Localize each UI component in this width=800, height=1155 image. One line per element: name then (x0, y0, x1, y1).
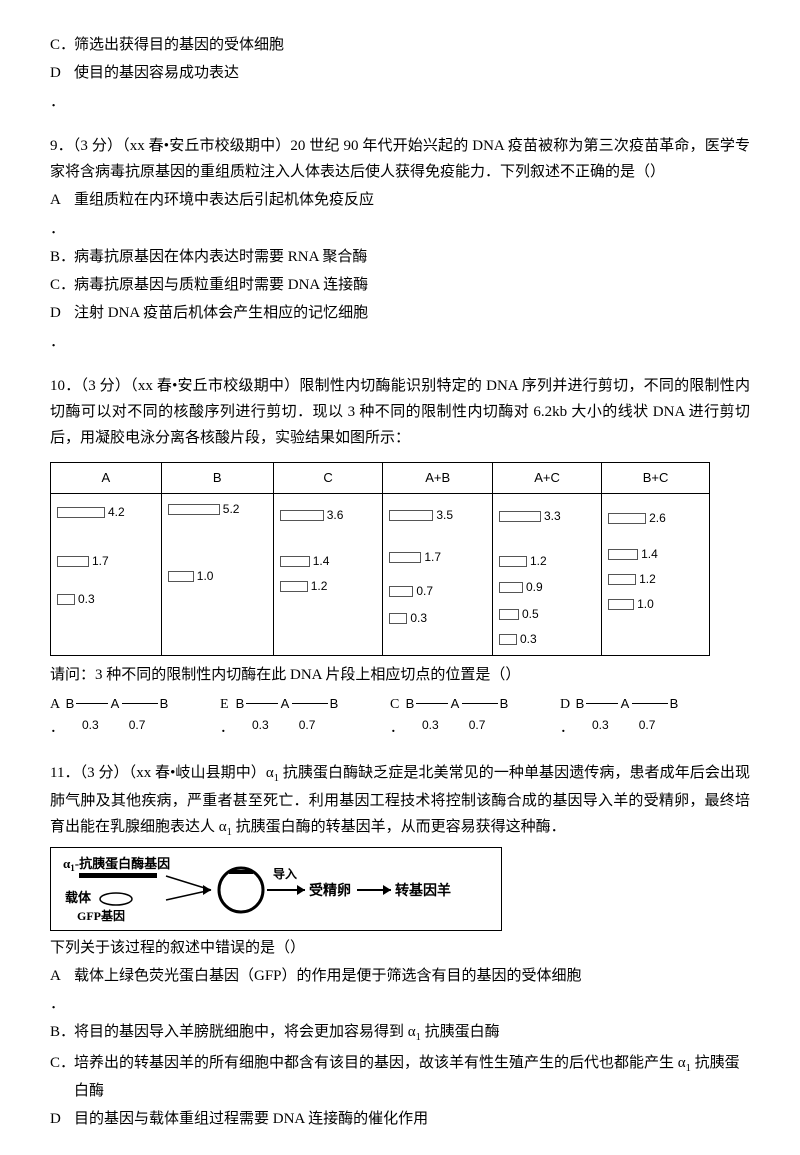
gel-band: 1.4 (608, 544, 703, 565)
gel-lane-bc: 2.6 1.4 1.2 1.0 (602, 494, 710, 656)
q11-option-c: C． 培养出的转基因羊的所有细胞中都含有该目的基因，故该羊有性生殖产生的后代也都… (50, 1050, 750, 1105)
gel-band: 3.3 (499, 506, 595, 527)
svg-text:导入: 导入 (273, 866, 297, 881)
gel-header: B (161, 462, 273, 494)
option-letter: C． (50, 1050, 74, 1105)
q11-option-d: D 目的基因与载体重组过程需要 DNA 连接酶的催化作用 (50, 1106, 750, 1132)
q8-option-d: D 使目的基因容易成功表达 (50, 60, 750, 86)
option-text: 目的基因与载体重组过程需要 DNA 连接酶的催化作用 (74, 1106, 750, 1132)
gel-band: 0.5 (499, 604, 595, 625)
q10-ans-1: E． B A B 0.3 0.7 (220, 693, 390, 742)
svg-text:转基因羊: 转基因羊 (395, 882, 451, 899)
option-text: 使目的基因容易成功表达 (74, 60, 750, 86)
trailing-dot: ． (50, 991, 750, 1017)
option-letter: D (50, 60, 74, 86)
gel-table: A B C A+B A+C B+C 4.2 1.7 0.3 5.2 1.0 3.6 1.… (50, 462, 710, 657)
intro-text: 11．（3 分）（xx 春•岐山县期中）α (50, 765, 274, 781)
option-letter: A (50, 963, 74, 989)
q10-question: 请问：3 种不同的限制性内切酶在此 DNA 片段上相应切点的位置是（） (50, 662, 750, 688)
option-letter: C． (50, 272, 74, 298)
q11-option-b: B． 将目的基因导入羊膀胱细胞中，将会更加容易得到 α1 抗胰蛋白酶 (50, 1019, 750, 1047)
option-text: 注射 DNA 疫苗后机体会产生相应的记忆细胞 (74, 300, 750, 326)
option-text-pre: 将目的基因导入羊膀胱细胞中，将会更加容易得到 α (74, 1024, 416, 1040)
gel-band: 3.6 (280, 505, 377, 526)
svg-text:α1-抗胰蛋白酶基因: α1-抗胰蛋白酶基因 (63, 856, 170, 873)
gel-band: 1.0 (168, 566, 267, 587)
gel-band: 4.2 (57, 502, 155, 523)
gel-lane-ac: 3.3 1.2 0.9 0.5 0.3 (493, 494, 602, 656)
trailing-dot: ． (50, 89, 750, 115)
q11-question: 下列关于该过程的叙述中错误的是（） (50, 935, 750, 961)
gel-header: B+C (602, 462, 710, 494)
option-text: 病毒抗原基因与质粒重组时需要 DNA 连接酶 (74, 272, 750, 298)
gel-band: 0.3 (389, 608, 486, 629)
q10-ans-3: D． B A B 0.3 0.7 (560, 693, 730, 742)
option-text: 载体上绿色荧光蛋白基因（GFP）的作用是便于筛选含有目的基因的受体细胞 (74, 963, 750, 989)
q9-intro: 9．（3 分）（xx 春•安丘市校级期中）20 世纪 90 年代开始兴起的 DN… (50, 133, 750, 186)
q9-option-d: D 注射 DNA 疫苗后机体会产生相应的记忆细胞 (50, 300, 750, 326)
q9-option-b: B． 病毒抗原基因在体内表达时需要 RNA 聚合酶 (50, 244, 750, 270)
option-text: 将目的基因导入羊膀胱细胞中，将会更加容易得到 α1 抗胰蛋白酶 (74, 1019, 750, 1047)
svg-text:载体: 载体 (65, 890, 92, 905)
q11-intro: 11．（3 分）（xx 春•岐山县期中）α1 抗胰蛋白酶缺乏症是北美常见的一种单… (50, 760, 750, 843)
gel-band: 0.3 (57, 589, 155, 610)
gel-lane-a: 4.2 1.7 0.3 (51, 494, 162, 656)
gel-band: 1.2 (608, 569, 703, 590)
gel-band: 1.0 (608, 594, 703, 615)
q9-option-c: C． 病毒抗原基因与质粒重组时需要 DNA 连接酶 (50, 272, 750, 298)
gel-band: 3.5 (389, 505, 486, 526)
option-letter: D (50, 1106, 74, 1132)
option-text-pre: 培养出的转基因羊的所有细胞中都含有该目的基因，故该羊有性生殖产生的后代也都能产生… (74, 1055, 686, 1071)
gel-band: 2.6 (608, 508, 703, 529)
gel-band: 1.2 (280, 576, 377, 597)
svg-text:受精卵: 受精卵 (309, 882, 351, 899)
option-text: 重组质粒在内环境中表达后引起机体免疫反应 (74, 187, 750, 213)
trailing-dot: ． (50, 216, 750, 242)
gel-header: A (51, 462, 162, 494)
option-text-post: 抗胰蛋白酶 (421, 1024, 500, 1040)
gel-band: 1.4 (280, 551, 377, 572)
q10-answer-options: A． B A B 0.3 0.7 E． B A B (50, 693, 730, 742)
gel-lane-ab: 3.5 1.7 0.7 0.3 (383, 494, 493, 656)
svg-text:GFP基因: GFP基因 (77, 908, 125, 923)
option-letter: D (50, 300, 74, 326)
q10-intro: 10．（3 分）（xx 春•安丘市校级期中）限制性内切酶能识别特定的 DNA 序… (50, 373, 750, 452)
gel-band: 1.2 (499, 551, 595, 572)
gel-band: 0.9 (499, 577, 595, 598)
gel-header: A+B (383, 462, 493, 494)
gel-band: 1.7 (389, 547, 486, 568)
q11-diagram: α1-抗胰蛋白酶基因 载体 GFP基因 导入 受精卵 转基因羊 (50, 847, 502, 931)
gel-lane-b: 5.2 1.0 (161, 494, 273, 656)
trailing-dot: ． (50, 329, 750, 355)
gel-band: 5.2 (168, 499, 267, 520)
option-letter: B． (50, 244, 74, 270)
gel-band: 1.7 (57, 551, 155, 572)
gel-header: C (273, 462, 383, 494)
gel-lane-c: 3.6 1.4 1.2 (273, 494, 383, 656)
q10-ans-0: A． B A B 0.3 0.7 (50, 693, 220, 742)
option-letter: C． (50, 32, 74, 58)
intro-text: 抗胰蛋白酶的转基因羊，从而更容易获得这种酶． (232, 819, 566, 835)
q8-option-c: C． 筛选出获得目的基因的受体细胞 (50, 32, 750, 58)
option-text: 筛选出获得目的基因的受体细胞 (74, 32, 750, 58)
option-letter: B． (50, 1019, 74, 1047)
option-text: 培养出的转基因羊的所有细胞中都含有该目的基因，故该羊有性生殖产生的后代也都能产生… (74, 1050, 750, 1105)
option-text: 病毒抗原基因在体内表达时需要 RNA 聚合酶 (74, 244, 750, 270)
gel-header: A+C (493, 462, 602, 494)
gel-band: 0.7 (389, 581, 486, 602)
option-letter: A (50, 187, 74, 213)
q10-ans-2: C． B A B 0.3 0.7 (390, 693, 560, 742)
q11-option-a: A 载体上绿色荧光蛋白基因（GFP）的作用是便于筛选含有目的基因的受体细胞 (50, 963, 750, 989)
q9-option-a: A 重组质粒在内环境中表达后引起机体免疫反应 (50, 187, 750, 213)
gel-band: 0.3 (499, 629, 595, 650)
